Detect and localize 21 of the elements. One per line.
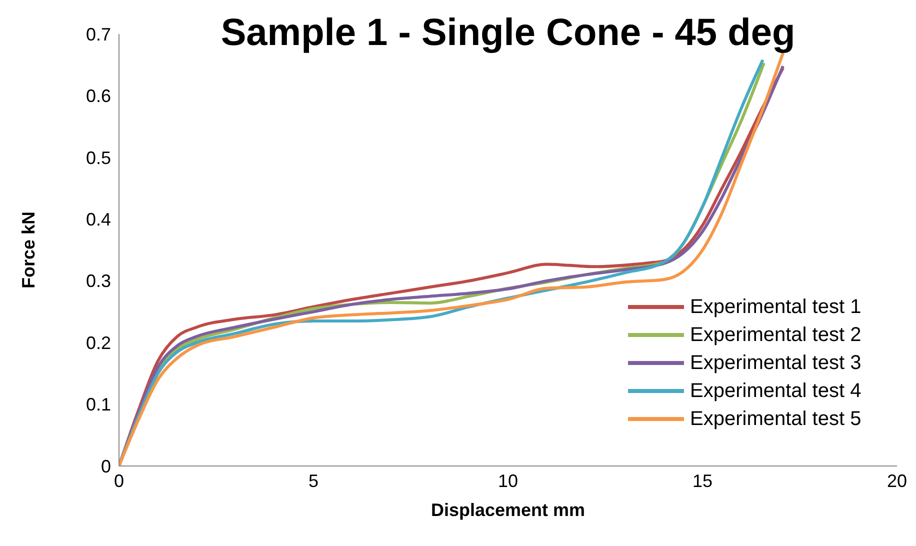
- legend-label: Experimental test 4: [690, 380, 862, 402]
- legend-label: Experimental test 3: [690, 352, 862, 374]
- y-tick-label: 0.2: [86, 332, 111, 353]
- x-axis-title: Displacement mm: [430, 500, 586, 520]
- y-tick-label: 0: [100, 456, 111, 476]
- x-tick-label: 0: [114, 470, 124, 491]
- legend-label: Experimental test 5: [690, 408, 862, 430]
- y-tick-label: 0.4: [86, 210, 111, 230]
- y-tick-label: 0.5: [86, 148, 111, 168]
- y-axis-title: Force kN: [18, 211, 38, 289]
- x-tick-label: 10: [498, 470, 518, 491]
- x-tick-label: 15: [692, 470, 713, 491]
- y-tick-label: 0.6: [86, 86, 111, 106]
- y-tick-label: 0.7: [86, 24, 111, 44]
- chart-title: Sample 1 - Single Cone - 45 deg: [220, 12, 796, 55]
- legend-label: Experimental test 2: [690, 324, 862, 346]
- legend-label: Experimental test 1: [690, 296, 862, 318]
- x-tick-label: 20: [886, 470, 908, 491]
- y-tick-label: 0.1: [86, 394, 111, 415]
- y-tick-label: 0.3: [86, 271, 111, 292]
- x-tick-label: 5: [308, 470, 319, 491]
